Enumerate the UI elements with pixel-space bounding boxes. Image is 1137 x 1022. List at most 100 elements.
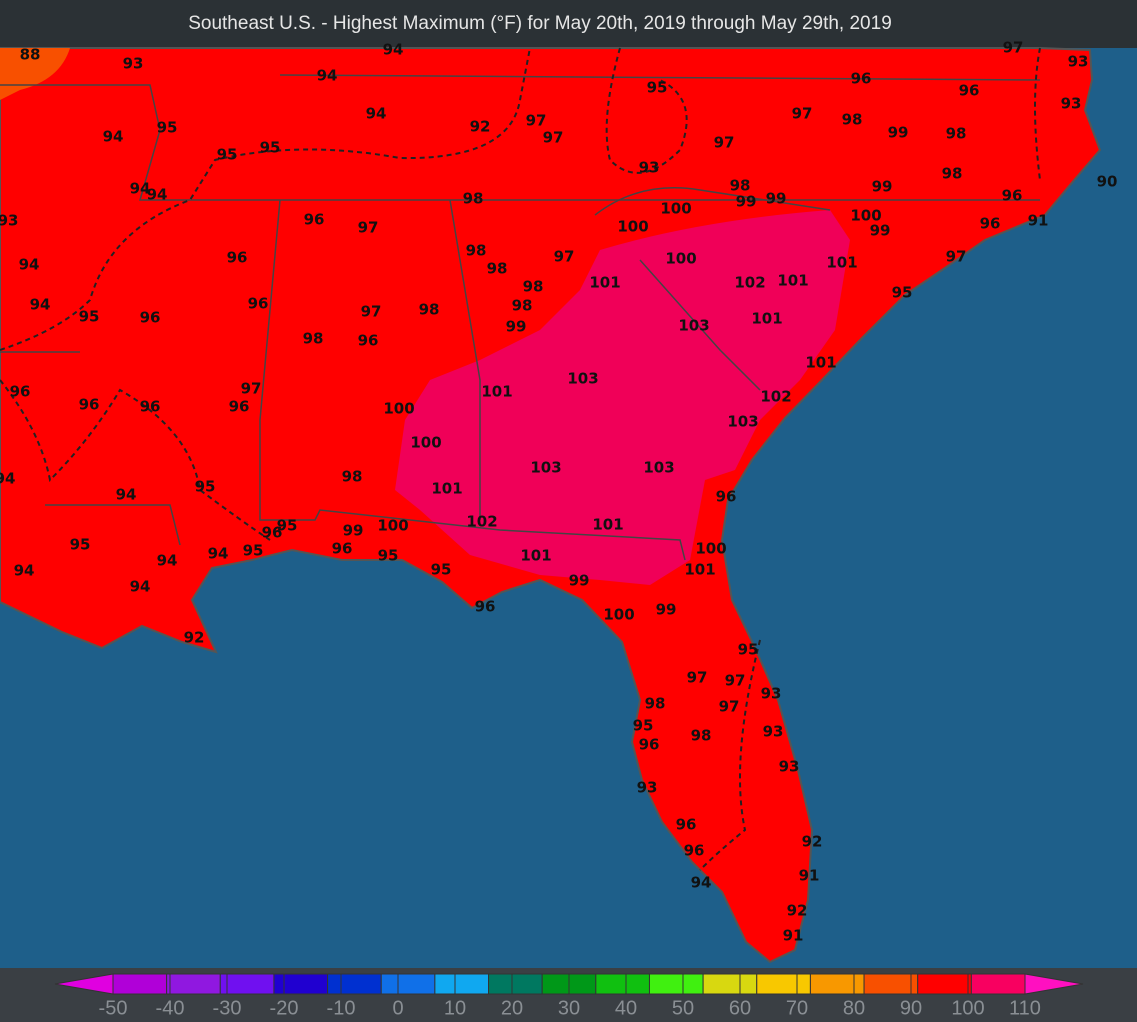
station-value: 97 xyxy=(725,672,746,690)
station-value: 94 xyxy=(130,578,151,596)
station-value: 93 xyxy=(761,685,782,703)
station-value: 97 xyxy=(687,669,708,687)
colorbar-tick-label: 40 xyxy=(615,997,637,1019)
station-value: 94 xyxy=(208,545,229,563)
station-value: 99 xyxy=(766,190,787,208)
station-value: 94 xyxy=(157,552,178,570)
station-value: 96 xyxy=(304,211,325,229)
station-value: 93 xyxy=(123,55,144,73)
station-value: 100 xyxy=(603,606,634,624)
colorbar-cell xyxy=(917,973,972,995)
station-value: 95 xyxy=(892,284,913,302)
station-value: 98 xyxy=(523,278,544,296)
colorbar-tick-label: 10 xyxy=(444,997,466,1019)
colorbar-tick-label: 110 xyxy=(1009,997,1041,1019)
colorbar-tick-label: 60 xyxy=(729,997,751,1019)
station-value: 99 xyxy=(343,522,364,540)
station-value: 96 xyxy=(10,383,31,401)
station-value: 94 xyxy=(366,105,387,123)
station-value: 97 xyxy=(714,134,735,152)
colorbar-cell xyxy=(434,973,490,995)
station-value: 98 xyxy=(303,330,324,348)
station-value: 94 xyxy=(103,128,124,146)
station-value: 96 xyxy=(639,736,660,754)
station-value: 99 xyxy=(888,124,909,142)
station-value: 96 xyxy=(475,598,496,616)
station-value: 95 xyxy=(70,536,91,554)
station-value: 96 xyxy=(248,295,269,313)
colorbar-tick-label: -30 xyxy=(213,997,242,1019)
station-value: 103 xyxy=(643,459,674,477)
station-value: 99 xyxy=(736,193,757,211)
station-value: 103 xyxy=(727,413,758,431)
station-value: 93 xyxy=(639,159,660,177)
colorbar-cell xyxy=(380,973,436,995)
station-value: 95 xyxy=(647,79,668,97)
colorbar-cell xyxy=(327,973,382,995)
station-value: 98 xyxy=(645,695,666,713)
station-value: 97 xyxy=(543,129,564,147)
station-value: 93 xyxy=(0,212,18,230)
station-value: 96 xyxy=(358,332,379,350)
station-value: 96 xyxy=(227,249,248,267)
station-value: 96 xyxy=(676,816,697,834)
station-value: 100 xyxy=(695,540,726,558)
colorbar-cell xyxy=(166,973,221,995)
colorbar-cell xyxy=(648,973,704,995)
station-value: 98 xyxy=(730,177,751,195)
pink-region xyxy=(395,210,850,585)
station-value: 95 xyxy=(217,146,238,164)
station-value: 98 xyxy=(946,125,967,143)
station-value: 94 xyxy=(130,180,151,198)
station-value: 94 xyxy=(383,41,404,59)
station-value: 98 xyxy=(466,242,487,260)
colorbar-cell xyxy=(756,973,811,995)
colorbar-tick-label: 0 xyxy=(392,997,403,1019)
colorbar-tick-label: 50 xyxy=(672,997,694,1019)
station-value: 103 xyxy=(567,370,598,388)
station-value: 97 xyxy=(554,248,575,266)
contour-lines xyxy=(0,47,1041,871)
station-value: 94 xyxy=(691,874,712,892)
station-value: 100 xyxy=(377,517,408,535)
station-value: 93 xyxy=(637,779,658,797)
colorbar-tick-label: 20 xyxy=(501,997,523,1019)
station-value: 96 xyxy=(140,309,161,327)
colorbar-tick-label: 70 xyxy=(786,997,808,1019)
colorbar-tick-label: 30 xyxy=(558,997,580,1019)
station-value: 94 xyxy=(19,256,40,274)
colorbar: -50 -40 -30 -20 -10 0 10 20 30 40 50 60 70 80 90 100 110 xyxy=(54,973,1084,1019)
station-value: 94 xyxy=(317,67,338,85)
colorbar-tick-label: -10 xyxy=(327,997,356,1019)
station-value: 96 xyxy=(140,398,161,416)
station-value: 95 xyxy=(79,308,100,326)
station-value: 98 xyxy=(842,111,863,129)
title-bar xyxy=(0,0,1137,48)
station-value: 93 xyxy=(763,723,784,741)
station-value: 101 xyxy=(592,516,623,534)
station-value: 97 xyxy=(361,303,382,321)
station-value: 102 xyxy=(760,388,791,406)
colorbar-tick-label: 80 xyxy=(843,997,865,1019)
station-value: 101 xyxy=(684,561,715,579)
station-value: 102 xyxy=(734,274,765,292)
colorbar-tick-label: 90 xyxy=(900,997,922,1019)
map-title: Southeast U.S. - Highest Maximum (°F) fo… xyxy=(188,13,892,34)
colorbar-cell xyxy=(112,973,168,995)
station-value: 94 xyxy=(14,562,35,580)
station-value: 102 xyxy=(466,513,497,531)
station-value: 95 xyxy=(378,547,399,565)
station-value: 98 xyxy=(512,297,533,315)
station-value: 96 xyxy=(716,488,737,506)
station-value: 100 xyxy=(665,250,696,268)
station-value: 99 xyxy=(569,572,590,590)
station-value: 101 xyxy=(431,480,462,498)
station-value: 100 xyxy=(410,434,441,452)
station-value: 98 xyxy=(342,468,363,486)
colorbar-tick-label: -20 xyxy=(270,997,299,1019)
station-value: 97 xyxy=(526,112,547,130)
station-value: 101 xyxy=(805,354,836,372)
state-borders xyxy=(0,74,1041,561)
